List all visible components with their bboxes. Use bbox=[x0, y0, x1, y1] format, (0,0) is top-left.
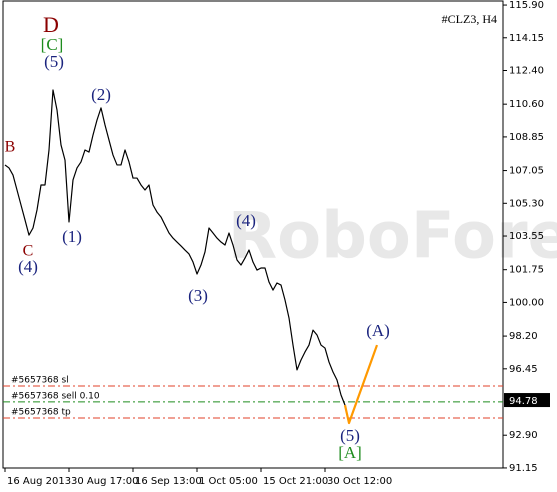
wave-label: (2) bbox=[91, 85, 111, 104]
wave-label: (5) bbox=[44, 52, 64, 71]
x-tick-label: 16 Aug 2013 bbox=[7, 476, 71, 487]
wave-label: C bbox=[23, 243, 34, 260]
price-line bbox=[343, 344, 379, 425]
x-tick-label: 15 Oct 21:00 bbox=[263, 476, 328, 487]
order-level-label: #5657368 tp bbox=[11, 408, 71, 418]
wave-label: (4) bbox=[18, 257, 38, 276]
y-tick-label: 108.85 bbox=[509, 132, 544, 143]
chart-title: #CLZ3, H4 bbox=[442, 12, 497, 26]
y-tick-label: 105.30 bbox=[509, 198, 544, 209]
y-tick-label: 107.05 bbox=[509, 166, 544, 177]
watermark: RoboForex bbox=[228, 200, 557, 274]
y-tick-label: 91.15 bbox=[509, 463, 538, 474]
y-tick-label: 114.15 bbox=[509, 33, 544, 44]
wave-label: D bbox=[43, 12, 59, 37]
x-tick-label: 1 Oct 05:00 bbox=[199, 476, 258, 487]
wave-label: B bbox=[5, 139, 16, 156]
y-tick-label: 101.75 bbox=[509, 265, 544, 276]
price-line bbox=[4, 89, 346, 406]
wave-label: (4) bbox=[236, 211, 256, 230]
last-price-label: 94.78 bbox=[509, 396, 538, 407]
y-tick-label: 112.40 bbox=[509, 66, 544, 77]
last-price-box bbox=[504, 393, 550, 408]
y-tick-label: 98.20 bbox=[509, 331, 538, 342]
wave-label: (A) bbox=[366, 321, 390, 340]
y-tick-label: 115.90 bbox=[509, 0, 544, 11]
wave-label: (3) bbox=[188, 286, 208, 305]
plot-frame bbox=[2, 0, 504, 469]
x-tick-label: 30 Oct 12:00 bbox=[327, 476, 392, 487]
y-tick-label: 110.60 bbox=[509, 99, 544, 110]
wave-label: [C] bbox=[41, 35, 64, 54]
order-level-label: #5657368 sell 0.10 bbox=[11, 391, 100, 401]
y-tick-label: 103.55 bbox=[509, 231, 544, 242]
y-tick-label: 96.45 bbox=[509, 364, 538, 375]
y-tick-label: 92.90 bbox=[509, 430, 538, 441]
wave-label: (5) bbox=[340, 426, 360, 445]
order-level-label: #5657368 sl bbox=[11, 376, 69, 386]
x-tick-label: 16 Sep 13:00 bbox=[135, 476, 202, 487]
y-tick-label: 100.00 bbox=[509, 297, 544, 308]
wave-label: (1) bbox=[62, 227, 82, 246]
wave-label: [A] bbox=[338, 443, 362, 462]
x-tick-label: 30 Aug 17:00 bbox=[71, 476, 138, 487]
